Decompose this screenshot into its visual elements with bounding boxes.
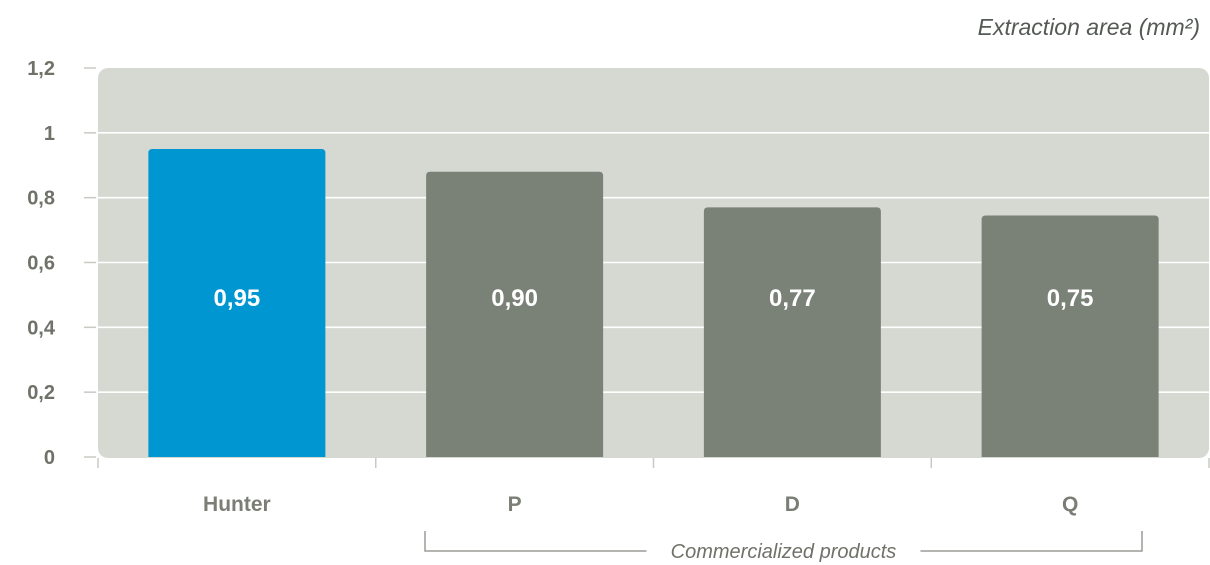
x-category-label: Q xyxy=(1062,493,1078,516)
bar-p xyxy=(426,171,604,457)
y-tick-label: 1,2 xyxy=(27,58,55,80)
bar-value-label: 0,95 xyxy=(214,285,261,312)
bracket-left-line xyxy=(424,531,647,552)
x-category-label: D xyxy=(785,493,800,516)
y-tick-label: 0 xyxy=(44,447,55,469)
y-tick-label: 0,2 xyxy=(27,382,55,404)
y-axis-unit-label: Extraction area (mm²) xyxy=(978,14,1200,40)
y-axis-ticks: 0 0,2 0,4 0,6 0,8 1 1,2 xyxy=(27,58,96,469)
bar-value-label: 0,90 xyxy=(491,285,538,312)
y-tick-label: 0,8 xyxy=(27,188,55,210)
group-bracket: Commercialized products xyxy=(424,531,1143,563)
x-category-label: Hunter xyxy=(203,493,271,516)
bar-value-label: 0,77 xyxy=(769,285,816,312)
bars: 0,95 0,90 0,77 0,75 xyxy=(148,149,1159,457)
bracket-right-line xyxy=(920,531,1143,552)
y-tick-label: 1 xyxy=(44,123,55,145)
x-category-label: P xyxy=(508,493,522,516)
bar-value-label: 0,75 xyxy=(1047,285,1094,312)
y-tick-label: 0,4 xyxy=(27,317,56,339)
bar-q xyxy=(981,215,1159,457)
bar-hunter xyxy=(148,149,326,457)
bar-d xyxy=(703,207,881,457)
x-axis: Hunter P D Q xyxy=(97,458,1210,516)
group-bracket-label: Commercialized products xyxy=(671,541,897,563)
y-tick-label: 0,6 xyxy=(27,253,55,275)
